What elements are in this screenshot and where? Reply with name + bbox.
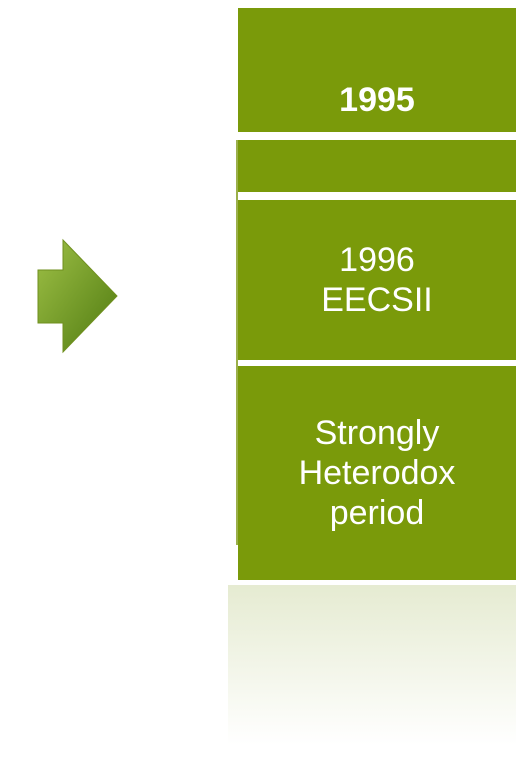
box	[238, 140, 516, 192]
label: period	[329, 494, 425, 532]
edge	[236, 140, 238, 545]
label: EECSII	[321, 281, 433, 319]
box: Strongly Heterodox period	[238, 366, 516, 580]
label: Heterodox	[298, 454, 456, 492]
reflection	[228, 585, 516, 745]
label: Strongly	[314, 414, 440, 452]
label: 1995	[339, 81, 415, 119]
arrow	[37, 238, 118, 354]
box: 1996 EECSII	[238, 200, 516, 360]
label: 1996	[339, 241, 415, 279]
box: 1995	[238, 8, 516, 132]
